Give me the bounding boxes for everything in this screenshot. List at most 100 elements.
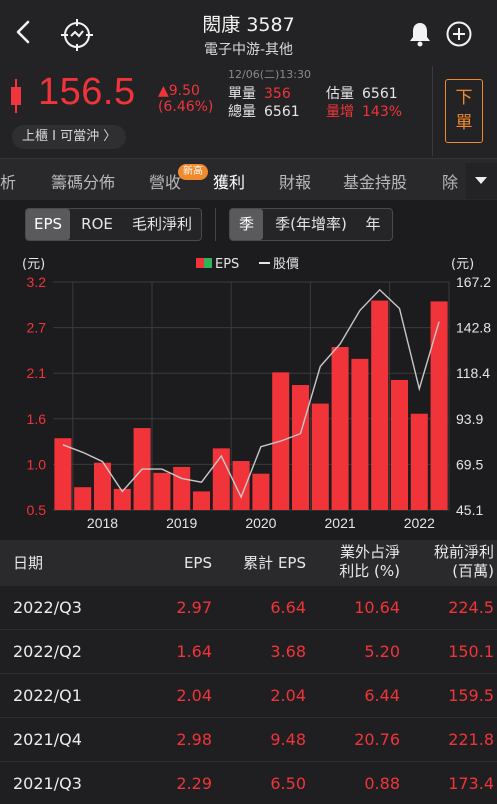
tab-financials[interactable]: 財報 [279, 173, 312, 192]
add-icon[interactable] [445, 20, 473, 48]
total-volume-label: 總量 [228, 104, 256, 120]
header-cum-eps[interactable]: 累計 EPS [243, 554, 306, 572]
unit-volume-value: 356 [264, 86, 291, 102]
x-tick-label: 2019 [166, 515, 197, 531]
unit-volume: 單量 356 [228, 83, 291, 103]
compare-target-icon[interactable] [60, 18, 94, 52]
price-polyline [62, 288, 440, 499]
x-tick-label: 2022 [404, 515, 435, 531]
chart-labels: 3.2 167.2 2.7 142.8 2.1 118.4 1.6 93.9 1.0 69.5 0.… [22, 257, 491, 531]
quote-divider [432, 66, 433, 156]
y-left-tick: 3.2 [27, 274, 47, 290]
period-quarter-yoy[interactable]: 季(年增率) [275, 215, 347, 233]
estimated-volume: 估量 6561 [326, 83, 398, 103]
table-row[interactable]: 2022/Q3 2.97 6.64 10.64 224.5 [0, 586, 497, 630]
y-left-tick: 2.1 [27, 365, 47, 381]
total-volume-value: 6561 [264, 104, 300, 120]
cell-cum-eps: 6.50 [270, 774, 306, 793]
metric-selector: EPS ROE 毛利淨利 [25, 208, 202, 241]
eps-bar [252, 473, 270, 510]
cell-nonop-ratio: 10.64 [354, 598, 400, 617]
tab-chip-distribution[interactable]: 籌碼分佈 [51, 173, 116, 192]
y-left-tick: 1.0 [27, 456, 47, 472]
eps-bar [311, 403, 329, 510]
volume-growth: 量增 143% [326, 101, 402, 121]
price-change: ▲9.50 (6.46%) [158, 83, 213, 115]
legend-eps: EPS [215, 257, 239, 272]
caret-down-icon [475, 177, 487, 184]
cell-date: 2022/Q1 [13, 686, 82, 705]
tab-menu-button[interactable] [466, 163, 497, 199]
metric-roe[interactable]: ROE [81, 215, 113, 233]
cell-nonop-ratio: 20.76 [354, 730, 400, 749]
change-percent: (6.46%) [158, 99, 214, 115]
table-row[interactable]: 2021/Q4 2.98 9.48 20.76 221.8 [0, 718, 497, 762]
legend-price: 股價 [273, 257, 299, 272]
last-price: 156.5 [38, 71, 136, 113]
eps-bar [54, 438, 72, 510]
tab-profit[interactable]: 獲利 [213, 173, 246, 192]
period-quarter[interactable]: 季 [230, 209, 263, 240]
eps-bar [74, 487, 92, 510]
metric-margin[interactable]: 毛利淨利 [131, 215, 192, 233]
y-right-tick: 93.9 [456, 411, 483, 427]
header-pretax-income[interactable]: 稅前淨利 (百萬) [433, 543, 494, 580]
tab-fund-holdings[interactable]: 基金持股 [343, 173, 408, 192]
cell-pretax-income: 159.5 [448, 686, 494, 705]
tab-dividends[interactable]: 除 [442, 173, 459, 192]
back-icon[interactable] [10, 18, 36, 46]
table-header: 日期 EPS 累計 EPS 業外占淨 利比 (%) 稅前淨利 (百萬) [0, 540, 497, 586]
y-right-tick: 69.5 [456, 456, 483, 472]
market-tag[interactable]: 上櫃 I 可當沖 〉 [12, 125, 127, 149]
tab-revenue[interactable]: 營收 [149, 173, 182, 192]
y-left-tick: 0.5 [27, 502, 47, 518]
quote-timestamp: 12/06(二)13:30 [228, 68, 311, 81]
y-left-unit: (元) [22, 257, 45, 272]
table-row[interactable]: 2021/Q3 2.29 6.50 0.88 173.4 [0, 762, 497, 804]
eps-bar [113, 488, 131, 510]
volume-growth-label: 量增 [326, 104, 354, 120]
eps-bar [153, 472, 171, 510]
order-button[interactable]: 下單 [445, 79, 483, 143]
y-right-tick: 45.1 [456, 502, 483, 518]
segment-divider [215, 208, 216, 241]
cell-cum-eps: 6.64 [270, 598, 306, 617]
eps-bar [410, 413, 428, 510]
estimated-volume-label: 估量 [326, 86, 354, 102]
y-right-tick: 142.8 [456, 320, 491, 336]
estimated-volume-value: 6561 [362, 86, 398, 102]
cell-pretax-income: 224.5 [448, 598, 494, 617]
cell-eps: 2.97 [176, 598, 212, 617]
header-eps[interactable]: EPS [183, 554, 212, 572]
unit-volume-label: 單量 [228, 86, 256, 102]
y-right-unit: (元) [451, 257, 474, 272]
cell-pretax-income: 150.1 [448, 642, 494, 661]
volume-growth-value: 143% [362, 104, 403, 120]
cell-eps: 2.04 [176, 686, 212, 705]
cell-date: 2021/Q3 [13, 774, 82, 793]
x-tick-label: 2018 [87, 515, 118, 531]
table-row[interactable]: 2022/Q1 2.04 2.04 6.44 159.5 [0, 674, 497, 718]
profit-table: 日期 EPS 累計 EPS 業外占淨 利比 (%) 稅前淨利 (百萬) 2022… [0, 540, 497, 804]
header-date[interactable]: 日期 [13, 554, 44, 572]
eps-bar [390, 379, 409, 510]
eps-bar [192, 491, 211, 510]
x-tick-label: 2020 [245, 515, 276, 531]
eps-bar [93, 462, 112, 510]
period-year[interactable]: 年 [365, 215, 381, 233]
cell-pretax-income: 173.4 [448, 774, 494, 793]
header-nonop-ratio[interactable]: 業外占淨 利比 (%) [339, 543, 400, 580]
cell-date: 2022/Q3 [13, 598, 82, 617]
legend-eps-swatch-red [196, 258, 204, 268]
bell-icon[interactable] [406, 20, 434, 48]
table-row[interactable]: 2022/Q2 1.64 3.68 5.20 150.1 [0, 630, 497, 674]
cell-nonop-ratio: 0.88 [364, 774, 400, 793]
x-tick-label: 2021 [325, 515, 356, 531]
stock-industry: 電子中游-其他 [203, 42, 294, 58]
period-selector: 季 季(年增率) 年 [229, 208, 393, 241]
eps-bar [331, 347, 349, 510]
y-left-tick: 2.7 [27, 320, 47, 336]
metric-eps[interactable]: EPS [26, 209, 70, 240]
tab-analysis[interactable]: 析 [0, 173, 17, 192]
cell-date: 2022/Q2 [13, 642, 82, 661]
